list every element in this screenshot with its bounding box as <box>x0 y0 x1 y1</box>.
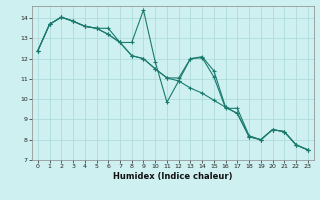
X-axis label: Humidex (Indice chaleur): Humidex (Indice chaleur) <box>113 172 233 181</box>
